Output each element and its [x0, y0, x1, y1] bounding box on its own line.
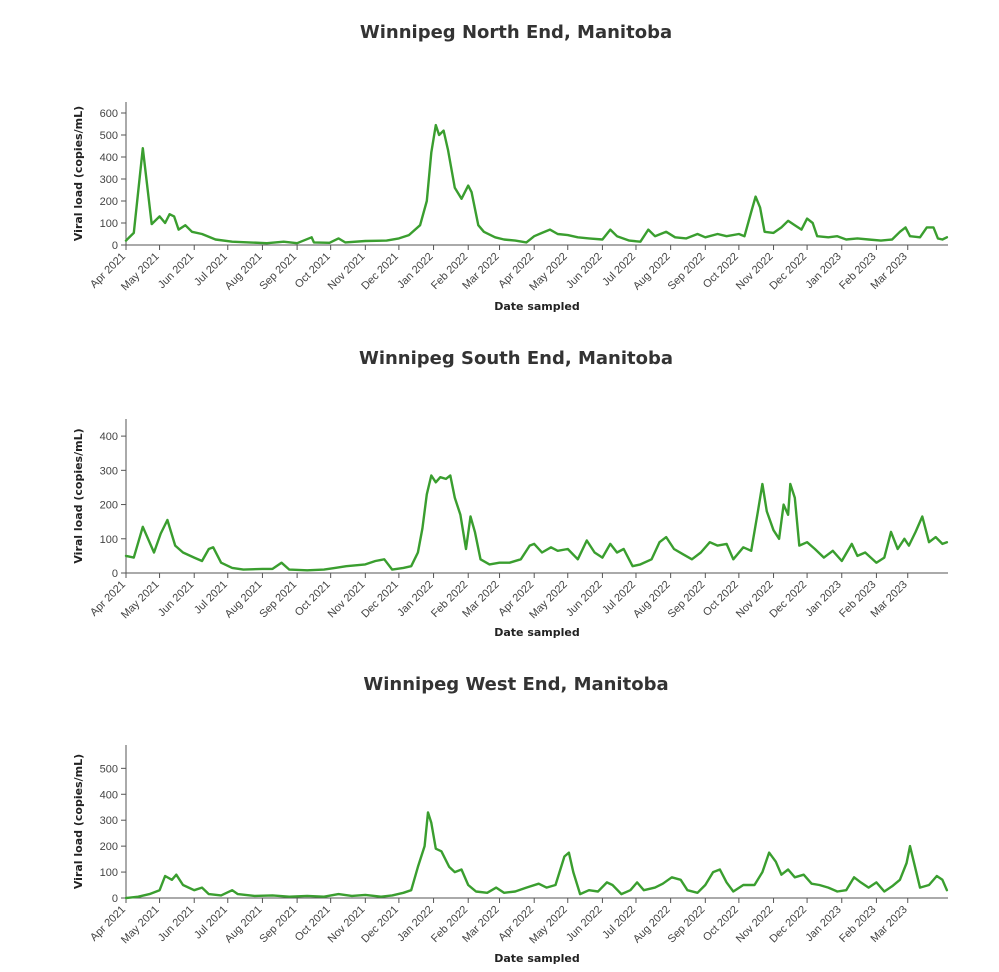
y-tick-label: 100 [100, 534, 118, 546]
x-tick-label: Jun 2022 [564, 251, 604, 291]
x-axis-label: Date sampled [494, 952, 580, 965]
y-tick-label: 300 [100, 815, 118, 827]
chart-title: Winnipeg North End, Manitoba [360, 22, 672, 43]
viral-load-line [124, 811, 949, 900]
y-tick-label: 600 [100, 108, 118, 120]
y-tick-label: 100 [100, 218, 118, 230]
axis-lines [125, 102, 948, 246]
chart-title: Winnipeg South End, Manitoba [359, 348, 673, 369]
viral-load-line [124, 474, 949, 572]
x-tick-label: Dec 2021 [359, 579, 401, 621]
x-tick-label: Jun 2021 [156, 579, 196, 619]
y-tick-label: 0 [112, 240, 118, 252]
north-end-chart-svg: Winnipeg North End, Manitoba 0 100 200 300 40… [72, 22, 949, 313]
chart-title: Winnipeg West End, Manitoba [363, 674, 668, 695]
y-tick-label: 300 [100, 174, 118, 186]
x-tick-label: Sep 2022 [666, 251, 708, 293]
x-tick-label: Dec 2022 [767, 904, 809, 946]
x-axis-label: Date sampled [494, 300, 580, 313]
south-end-chart-svg: Winnipeg South End, Manitoba 0 100 200 300 40… [72, 348, 949, 639]
y-tick-label: 200 [100, 196, 118, 208]
y-tick-label: 0 [112, 893, 118, 905]
x-tick-label: Sep 2021 [257, 251, 299, 293]
x-tick-label: Dec 2022 [767, 579, 809, 621]
y-tick-label: 400 [100, 431, 118, 443]
x-tick-label: Sep 2022 [666, 904, 708, 946]
axis-lines [125, 419, 948, 574]
x-tick-label: Jun 2022 [564, 579, 604, 619]
x-tick-label: Jun 2021 [156, 251, 196, 291]
north-end-chart: Winnipeg North End, Manitoba 0 100 200 300 40… [0, 0, 999, 324]
y-tick-label: 400 [100, 789, 118, 801]
west-end-chart-svg: Winnipeg West End, Manitoba 0 100 200 300 400… [72, 674, 949, 965]
y-axis-label: Viral load (copies/mL) [72, 754, 85, 889]
x-tick-label: Sep 2021 [257, 579, 299, 621]
viral-load-line [124, 123, 949, 245]
axis-lines [125, 745, 948, 899]
x-tick-label: Sep 2022 [666, 579, 708, 621]
y-tick-label: 200 [100, 500, 118, 512]
y-tick-label: 200 [100, 841, 118, 853]
x-tick-label: Sep 2021 [257, 904, 299, 946]
y-tick-label: 400 [100, 152, 118, 164]
x-tick-label: Dec 2021 [359, 904, 401, 946]
y-axis-label: Viral load (copies/mL) [72, 106, 85, 241]
y-tick-label: 300 [100, 465, 118, 477]
x-axis-label: Date sampled [494, 626, 580, 639]
x-tick-label: Jun 2022 [564, 904, 604, 944]
x-tick-label: Dec 2021 [359, 251, 401, 293]
south-end-chart: Winnipeg South End, Manitoba 0 100 200 300 40… [0, 324, 999, 648]
west-end-chart: Winnipeg West End, Manitoba 0 100 200 300 400… [0, 648, 999, 972]
x-tick-label: Jun 2021 [156, 904, 196, 944]
y-tick-label: 500 [100, 763, 118, 775]
x-tick-label: Dec 2022 [767, 251, 809, 293]
y-axis-label: Viral load (copies/mL) [72, 428, 85, 563]
y-tick-label: 100 [100, 867, 118, 879]
y-tick-label: 500 [100, 130, 118, 142]
y-tick-label: 0 [112, 568, 118, 580]
